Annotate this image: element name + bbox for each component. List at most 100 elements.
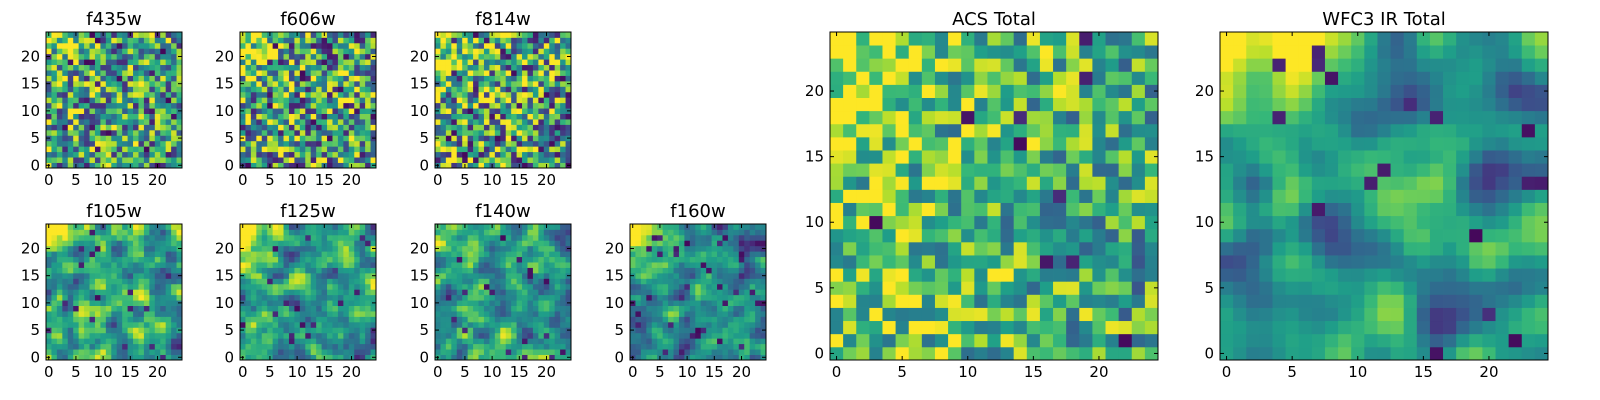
heatmap-cell — [245, 224, 252, 230]
heatmap-cell — [105, 343, 112, 350]
heatmap-cell — [565, 321, 572, 328]
heatmap-cell — [908, 333, 923, 348]
heatmap-cell — [451, 135, 458, 142]
heatmap-cell — [1026, 346, 1041, 361]
heatmap-cell — [668, 311, 674, 317]
heatmap-cell — [51, 245, 58, 252]
heatmap-cell — [278, 135, 284, 142]
panel-title: f606w — [280, 9, 335, 30]
heatmap-cell — [133, 262, 139, 268]
heatmap-cell — [278, 124, 284, 131]
heatmap-cell — [640, 267, 647, 274]
heatmap-cell — [67, 64, 74, 71]
heatmap-cell — [565, 140, 572, 147]
heatmap-cell — [532, 80, 539, 87]
heatmap-cell — [348, 135, 355, 142]
heatmap-cell — [538, 157, 545, 163]
heatmap-cell — [133, 108, 139, 114]
heatmap-cell — [549, 332, 556, 339]
heatmap-cell — [256, 108, 263, 114]
heatmap-cell — [138, 37, 145, 44]
heatmap-cell — [657, 289, 664, 296]
heatmap-cell — [554, 151, 561, 158]
heatmap-cell — [560, 48, 566, 55]
heatmap-cell — [62, 240, 69, 247]
heatmap-cell — [843, 150, 857, 164]
heatmap-cell — [516, 300, 523, 306]
heatmap-cell — [543, 37, 550, 44]
heatmap-cell — [435, 86, 441, 93]
heatmap-cell — [1000, 307, 1015, 322]
heatmap-cell — [635, 343, 642, 350]
heatmap-cell — [332, 234, 339, 241]
heatmap-cell — [662, 305, 669, 312]
heatmap-cell — [272, 135, 279, 142]
heatmap-cell — [56, 59, 63, 66]
heatmap-cell — [565, 151, 572, 158]
heatmap-cell — [543, 75, 550, 82]
heatmap-cell — [1118, 268, 1133, 282]
heatmap-cell — [56, 135, 63, 142]
heatmap-cell — [478, 59, 485, 66]
heatmap-cell — [1144, 333, 1159, 348]
x-tick-label: 5 — [71, 363, 81, 381]
heatmap-cell — [89, 343, 96, 350]
heatmap-cell — [494, 283, 501, 290]
heatmap-cell — [948, 268, 962, 282]
heatmap-cell — [511, 245, 517, 252]
heatmap-cell — [354, 97, 361, 104]
heatmap-cell — [662, 332, 669, 339]
y-tick-label: 10 — [410, 102, 429, 120]
heatmap-cell — [1026, 228, 1041, 243]
heatmap-cell — [316, 305, 322, 312]
heatmap-cell — [288, 42, 295, 49]
heatmap-cell — [327, 278, 333, 285]
heatmap-cell — [435, 129, 441, 136]
heatmap-cell — [299, 113, 306, 120]
heatmap-cell — [473, 75, 479, 82]
heatmap-cell — [149, 32, 156, 38]
heatmap-cell — [176, 343, 183, 350]
heatmap-cell — [149, 162, 156, 169]
heatmap-cell — [560, 42, 566, 49]
heatmap-cell — [138, 135, 145, 142]
heatmap-cell — [294, 327, 301, 334]
heatmap-cell — [727, 343, 734, 350]
heatmap-cell — [127, 338, 134, 345]
heatmap-cell — [56, 278, 63, 285]
heatmap-cell — [755, 305, 761, 312]
x-tick-label: 5 — [460, 171, 470, 189]
heatmap-cell — [505, 267, 512, 274]
heatmap-cell — [348, 53, 355, 60]
heatmap-cell — [717, 262, 723, 268]
heatmap-cell — [127, 332, 134, 339]
heatmap-cell — [56, 53, 63, 60]
heatmap-cell — [717, 321, 723, 328]
heatmap-cell — [256, 338, 263, 345]
heatmap-cell — [435, 119, 441, 125]
heatmap-cell — [1066, 228, 1080, 243]
heatmap-cell — [365, 224, 371, 230]
heatmap-cell — [635, 283, 642, 290]
heatmap-cell — [67, 278, 74, 285]
heatmap-cell — [494, 251, 501, 258]
heatmap-cell — [111, 53, 118, 60]
heatmap-cell — [149, 251, 156, 258]
heatmap-cell — [505, 234, 512, 241]
heatmap-cell — [359, 354, 366, 361]
heatmap-cell — [138, 245, 145, 252]
heatmap-cell — [565, 278, 572, 285]
heatmap-cell — [67, 75, 74, 82]
heatmap-cell — [974, 281, 988, 295]
heatmap-cell — [755, 262, 761, 268]
heatmap-cell — [250, 224, 257, 230]
x-tick-label: 10 — [483, 171, 502, 189]
heatmap-cell — [176, 86, 183, 93]
heatmap-cell — [445, 135, 452, 142]
heatmap-cell — [554, 48, 561, 55]
heatmap-cell — [478, 311, 485, 317]
heatmap-cell — [760, 262, 767, 268]
heatmap-cell — [171, 262, 177, 268]
heatmap-cell — [56, 332, 63, 339]
